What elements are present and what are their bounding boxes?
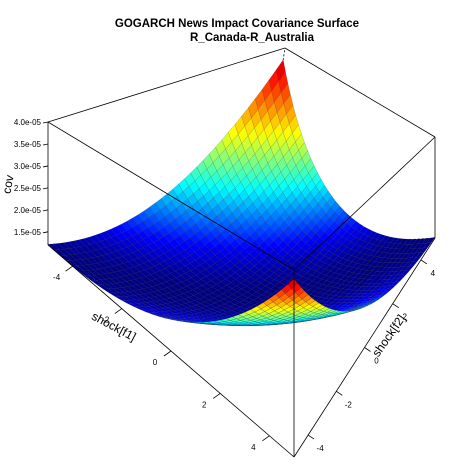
axis-ticks [42,121,428,442]
x-tick-label: 0 [153,358,158,367]
y-tick [392,303,399,309]
y-tick-label: 0 [374,357,379,366]
y-tick [307,434,315,440]
x-tick-label: -2 [102,316,110,325]
tick-labels: 1.5e-05 2.0e-05 2.5e-05 3.0e-05 3.5e-05 4.0e-… [14,118,436,453]
x-tick [163,350,172,357]
chart-subtitle: R_Canada-R_Australia [190,32,315,44]
y-tick-label: -2 [345,400,353,409]
z-tick-label: 4.0e-05 [14,118,42,127]
z-tick-label: 2.0e-05 [14,206,42,215]
z-tick-label: 3.5e-05 [14,140,42,149]
z-tick [42,121,49,124]
x-tick-label: 4 [251,443,256,452]
x-tick [212,393,221,399]
y-tick-label: 4 [431,269,436,278]
z-tick-label: 3.0e-05 [14,162,42,171]
chart-title: GOGARCH News Impact Covariance Surface [115,18,359,30]
x-tick-label: 2 [202,400,207,409]
z-tick [42,209,49,212]
box-edge [47,121,295,271]
y-tick [364,347,371,352]
z-tick-label: 1.5e-05 [14,228,42,237]
y-tick-label: -4 [317,444,325,453]
x-axis-label: shock[f1] [89,309,138,344]
x-tick [114,308,123,314]
z-tick-label: 2.5e-05 [14,184,42,193]
surface-mesh [47,59,436,326]
box-edge [293,136,436,271]
z-tick [42,143,49,146]
z-tick [42,231,49,234]
x-tick-label: -4 [53,273,61,282]
x-tick [262,435,270,442]
y-tick-label: 2 [402,313,407,322]
y-tick [336,390,343,396]
z-tick [42,165,49,168]
x-tick [65,265,73,272]
y-axis-label: shock[f2] [369,312,408,359]
surface-facet [287,278,298,289]
z-tick [42,187,49,190]
y-tick [420,259,428,265]
z-axis-label: cov [0,174,17,195]
box-edge [284,47,436,138]
box-edge [47,47,286,123]
